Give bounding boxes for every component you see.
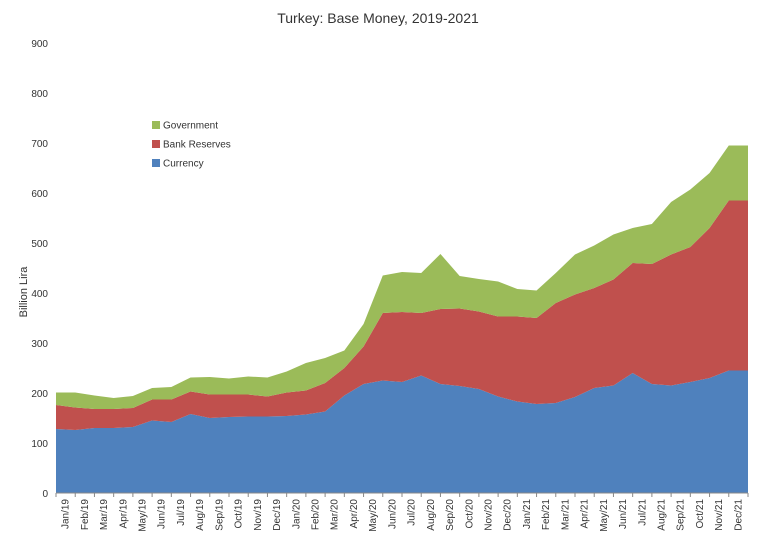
x-tick-label: Aug/20: [426, 499, 437, 531]
x-tick-label: May/19: [138, 499, 149, 532]
x-tick-label: Apr/21: [580, 499, 591, 529]
x-tick-label: Nov/19: [253, 499, 264, 531]
x-tick-label: Aug/19: [195, 499, 206, 531]
y-tick-label: 400: [31, 289, 48, 300]
x-tick-label: Jun/19: [157, 499, 168, 529]
x-tick-label: Nov/20: [484, 499, 495, 531]
x-tick-label: Aug/21: [657, 499, 668, 531]
y-tick-label: 100: [31, 439, 48, 450]
y-tick-label: 800: [31, 89, 48, 100]
x-tick-label: Jul/19: [176, 499, 187, 526]
y-tick-label: 600: [31, 189, 48, 200]
legend-item-bank-reserves: Bank Reserves: [152, 140, 231, 151]
x-tick-label: Jun/20: [387, 499, 398, 529]
legend-swatch: [152, 140, 160, 148]
x-tick-label: Jun/21: [618, 499, 629, 529]
y-tick-label: 200: [31, 389, 48, 400]
legend-swatch: [152, 159, 160, 167]
x-tick-label: Sep/20: [445, 499, 456, 531]
x-tick-label: Sep/21: [676, 499, 687, 531]
x-tick-label: Mar/21: [560, 499, 571, 531]
y-axis-label: Billion Lira: [18, 266, 30, 318]
area-currency: [56, 370, 748, 493]
x-tick-label: Oct/20: [464, 499, 475, 529]
y-tick-label: 0: [42, 489, 48, 500]
legend-label: Government: [163, 121, 218, 132]
y-tick-labels: 0 100 200 300 400 500 600 700 800 900: [31, 39, 48, 500]
x-tick-label: Dec/20: [503, 499, 514, 531]
x-tick-label: Apr/19: [118, 499, 129, 529]
x-tick-label: Jan/20: [291, 499, 302, 529]
y-tick-label: 500: [31, 239, 48, 250]
legend-item-government: Government: [152, 121, 218, 132]
x-tick-label: Oct/21: [695, 499, 706, 529]
x-tick-label: Feb/20: [311, 499, 322, 531]
chart-title: Turkey: Base Money, 2019-2021: [277, 10, 479, 26]
x-tick-labels: Jan/19 Feb/19 Mar/19 Apr/19 May/19 Jun/19 Jul/…: [61, 499, 745, 532]
legend-label: Currency: [163, 159, 204, 170]
x-tick-label: Oct/19: [234, 499, 245, 529]
legend: Government Bank Reserves Currency: [152, 121, 231, 170]
x-tick-label: Jul/20: [407, 499, 418, 526]
x-tick-label: Jan/19: [61, 499, 72, 529]
y-tick-label: 900: [31, 39, 48, 50]
x-tick-label: Dec/19: [272, 499, 283, 531]
x-tick-label: Mar/19: [99, 499, 110, 531]
area-bank-reserves: [56, 200, 748, 430]
x-tick-label: Feb/19: [80, 499, 91, 531]
legend-item-currency: Currency: [152, 159, 204, 170]
legend-label: Bank Reserves: [163, 140, 231, 151]
x-tick-label: Jan/21: [522, 499, 533, 529]
axes: [55, 492, 749, 497]
y-tick-label: 700: [31, 139, 48, 150]
x-tick-label: Apr/20: [349, 499, 360, 529]
x-tick-label: Jul/21: [637, 499, 648, 526]
x-tick-label: May/21: [599, 499, 610, 532]
area-layers: [56, 145, 748, 493]
legend-swatch: [152, 121, 160, 129]
x-tick-label: Mar/20: [330, 499, 341, 531]
x-tick-label: Dec/21: [733, 499, 744, 531]
area-government: [56, 145, 748, 409]
x-tick-label: Nov/21: [714, 499, 725, 531]
x-tick-label: Feb/21: [541, 499, 552, 531]
x-tick-label: May/20: [368, 499, 379, 532]
x-tick-label: Sep/19: [214, 499, 225, 531]
y-tick-label: 300: [31, 339, 48, 350]
